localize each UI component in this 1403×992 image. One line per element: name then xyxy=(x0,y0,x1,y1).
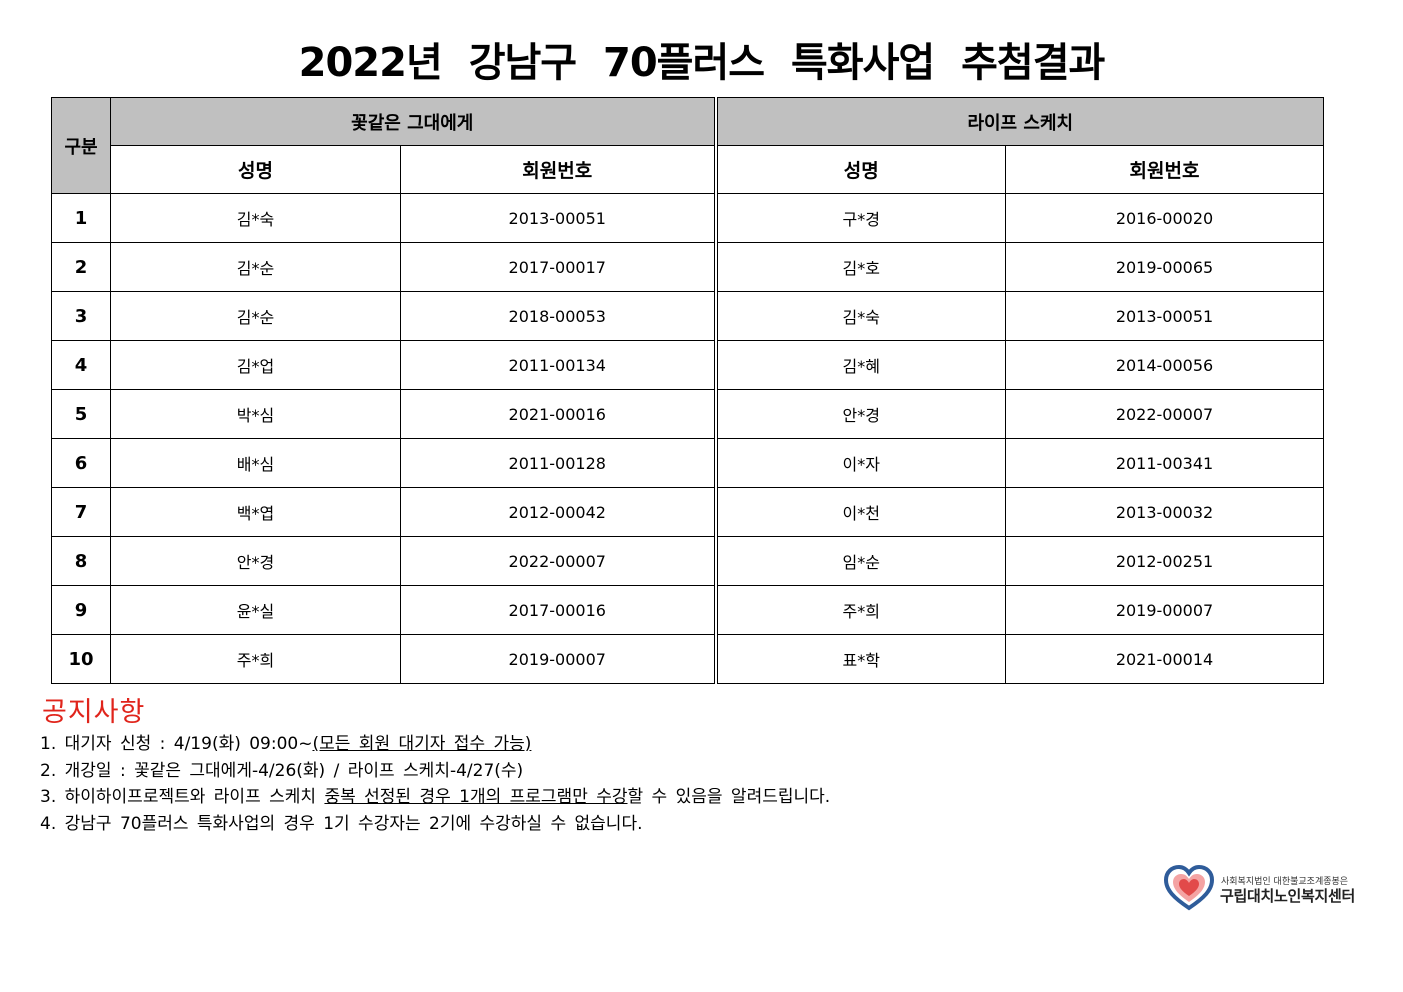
member-name-a: 주*희 xyxy=(110,634,401,684)
row-number: 6 xyxy=(51,438,111,488)
notice-item: 3. 하이하이프로젝트와 라이프 스케치 중복 선정된 경우 1개의 프로그램만… xyxy=(40,784,830,811)
member-id-b: 2019-00007 xyxy=(1004,585,1325,635)
table-row: 3 김*순 2018-00053 김*숙 2013-00051 xyxy=(51,291,1325,341)
member-id-b: 2021-00014 xyxy=(1004,634,1325,684)
row-number: 2 xyxy=(51,242,111,292)
row-number: 5 xyxy=(51,389,111,439)
notice-item: 4. 강남구 70플러스 특화사업의 경우 1기 수강자는 2기에 수강하실 수… xyxy=(40,811,830,838)
row-number: 4 xyxy=(51,340,111,390)
group-header-row: 구분 꽃같은 그대에게 라이프 스케치 xyxy=(51,97,1325,194)
member-name-b: 주*희 xyxy=(713,585,1006,635)
member-name-a: 박*심 xyxy=(110,389,401,439)
group-header-life-sketch: 라이프 스케치 xyxy=(713,97,1325,146)
member-name-b: 임*순 xyxy=(713,536,1006,586)
page-title: 2022년 강남구 70플러스 특화사업 추첨결과 xyxy=(298,40,1106,86)
row-number: 7 xyxy=(51,487,111,537)
member-id-a: 2017-00017 xyxy=(400,242,716,292)
member-id-b: 2016-00020 xyxy=(1004,193,1325,243)
notice-item: 2. 개강일 : 꽃같은 그대에게-4/26(화) / 라이프 스케치-4/27… xyxy=(40,758,830,785)
table-row: 1 김*숙 2013-00051 구*경 2016-00020 xyxy=(51,193,1325,243)
col-header-name-b: 성명 xyxy=(713,145,1006,194)
member-id-a: 2013-00051 xyxy=(400,193,716,243)
notice-item: 1. 대기자 신청 : 4/19(화) 09:00~(모든 회원 대기자 접수 … xyxy=(40,731,830,758)
table-row: 7 백*엽 2012-00042 이*천 2013-00032 xyxy=(51,487,1325,537)
table-row: 2 김*순 2017-00017 김*호 2019-00065 xyxy=(51,242,1325,292)
notice-list: 1. 대기자 신청 : 4/19(화) 09:00~(모든 회원 대기자 접수 … xyxy=(40,731,830,837)
member-id-b: 2013-00032 xyxy=(1004,487,1325,537)
table-row: 6 배*심 2011-00128 이*자 2011-00341 xyxy=(51,438,1325,488)
member-name-b: 이*자 xyxy=(713,438,1006,488)
member-name-a: 안*경 xyxy=(110,536,401,586)
member-name-b: 김*혜 xyxy=(713,340,1006,390)
member-name-a: 김*순 xyxy=(110,291,401,341)
notice-text-suffix: 할 수 있음을 알려드립니다. xyxy=(627,787,831,807)
member-id-a: 2017-00016 xyxy=(400,585,716,635)
group-header-flower: 꽃같은 그대에게 xyxy=(110,97,716,146)
member-name-b: 김*숙 xyxy=(713,291,1006,341)
member-name-b: 안*경 xyxy=(713,389,1006,439)
member-name-a: 김*순 xyxy=(110,242,401,292)
member-name-b: 김*호 xyxy=(713,242,1006,292)
gubun-header: 구분 xyxy=(51,97,111,194)
table-row: 5 박*심 2021-00016 안*경 2022-00007 xyxy=(51,389,1325,439)
col-header-id-a: 회원번호 xyxy=(400,145,716,194)
notice-text-prefix: 3. 하이하이프로젝트와 라이프 스케치 xyxy=(40,787,325,807)
member-name-a: 윤*실 xyxy=(110,585,401,635)
member-name-b: 표*학 xyxy=(713,634,1006,684)
notice-text-prefix: 4. 강남구 70플러스 특화사업의 경우 1기 수강자는 2기에 수강하실 수… xyxy=(40,813,643,834)
member-id-a: 2011-00134 xyxy=(400,340,716,390)
member-id-a: 2022-00007 xyxy=(400,536,716,586)
member-id-b: 2012-00251 xyxy=(1004,536,1325,586)
member-name-b: 이*천 xyxy=(713,487,1006,537)
row-number: 10 xyxy=(51,634,111,684)
row-number: 9 xyxy=(51,585,111,635)
row-number: 3 xyxy=(51,291,111,341)
notice-text-underlined: (모든 회원 대기자 접수 가능) xyxy=(312,734,532,754)
logo-name: 구립대치노인복지센터 xyxy=(1220,887,1356,905)
table-row: 8 안*경 2022-00007 임*순 2012-00251 xyxy=(51,536,1325,586)
col-header-id-b: 회원번호 xyxy=(1004,145,1325,194)
member-name-b: 구*경 xyxy=(713,193,1006,243)
col-header-name-a: 성명 xyxy=(110,145,401,194)
heart-hands-logo-icon xyxy=(1163,864,1215,911)
member-id-a: 2021-00016 xyxy=(400,389,716,439)
member-name-a: 배*심 xyxy=(110,438,401,488)
lottery-results-table: 구분 꽃같은 그대에게 라이프 스케치 성명 회원번호 성명 회원번호 1 김*숙… xyxy=(51,97,1325,684)
member-name-a: 김*숙 xyxy=(110,193,401,243)
member-id-a: 2018-00053 xyxy=(400,291,716,341)
logo-subtitle: 사회복지법인 대한불교조계종봉은 xyxy=(1221,877,1349,887)
row-number: 8 xyxy=(51,536,111,586)
row-number: 1 xyxy=(51,193,111,243)
member-id-a: 2011-00128 xyxy=(400,438,716,488)
table-row: 10 주*희 2019-00007 표*학 2021-00014 xyxy=(51,634,1325,684)
member-id-b: 2014-00056 xyxy=(1004,340,1325,390)
table-row: 4 김*업 2011-00134 김*혜 2014-00056 xyxy=(51,340,1325,390)
notice-text-underlined: 중복 선정된 경우 1개의 프로그램만 수강 xyxy=(324,787,628,807)
member-id-a: 2012-00042 xyxy=(400,487,716,537)
notice-title: 공지사항 xyxy=(42,697,146,728)
table-row: 9 윤*실 2017-00016 주*희 2019-00007 xyxy=(51,585,1325,635)
member-id-b: 2013-00051 xyxy=(1004,291,1325,341)
member-name-a: 김*업 xyxy=(110,340,401,390)
member-name-a: 백*엽 xyxy=(110,487,401,537)
notice-text-prefix: 2. 개강일 : 꽃같은 그대에게-4/26(화) / 라이프 스케치-4/27… xyxy=(40,760,524,781)
member-id-a: 2019-00007 xyxy=(400,634,716,684)
notice-text-prefix: 1. 대기자 신청 : 4/19(화) 09:00~ xyxy=(40,734,313,754)
column-header-row: 성명 회원번호 성명 회원번호 xyxy=(52,145,1325,194)
member-id-b: 2019-00065 xyxy=(1004,242,1325,292)
member-id-b: 2011-00341 xyxy=(1004,438,1325,488)
member-id-b: 2022-00007 xyxy=(1004,389,1325,439)
center-logo: 사회복지법인 대한불교조계종봉은 구립대치노인복지센터 xyxy=(1162,862,1362,912)
